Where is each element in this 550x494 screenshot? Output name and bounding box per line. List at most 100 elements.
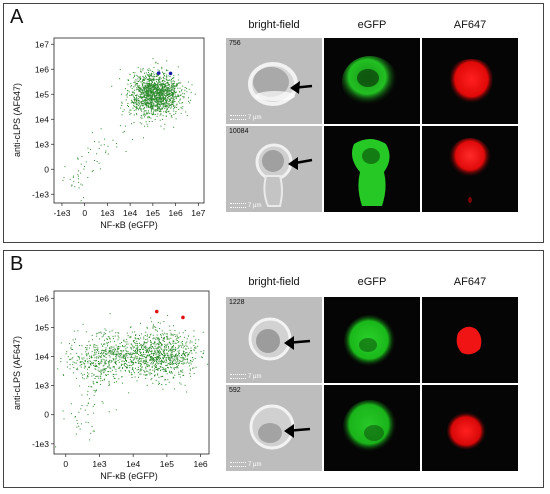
data-point (133, 103, 135, 105)
cell-bright-field-drawing (248, 62, 313, 106)
data-point (152, 78, 154, 80)
data-point (119, 367, 121, 369)
data-point (79, 385, 81, 387)
data-point (177, 347, 179, 349)
data-point (159, 97, 160, 99)
data-point (147, 83, 148, 85)
data-point (128, 106, 129, 107)
data-point (98, 162, 100, 164)
data-point (173, 101, 175, 103)
column-header-bright-field: bright-field (248, 276, 300, 288)
data-point (102, 369, 104, 371)
data-point (195, 347, 197, 349)
data-point (129, 356, 131, 358)
data-point (150, 69, 152, 71)
data-point (139, 365, 141, 367)
data-point (154, 365, 156, 367)
data-point (146, 107, 148, 109)
data-point (96, 356, 98, 358)
data-point (141, 90, 143, 92)
bright-field-image-1228: 1228 7 µm (226, 297, 322, 383)
data-point (170, 105, 172, 107)
data-point (113, 354, 115, 356)
data-point (144, 348, 146, 350)
data-point (146, 349, 148, 351)
data-point (162, 367, 164, 369)
data-point (147, 90, 149, 92)
data-point (153, 354, 155, 356)
data-point (110, 346, 112, 348)
data-point (126, 346, 128, 348)
data-point (100, 371, 102, 373)
data-point (148, 70, 150, 71)
data-point (150, 105, 152, 107)
data-point (166, 106, 168, 108)
data-point (146, 96, 148, 98)
data-point (63, 177, 65, 179)
data-point (150, 357, 152, 359)
data-point (129, 114, 131, 116)
data-point (158, 111, 160, 112)
data-point (167, 87, 169, 89)
data-point (160, 345, 162, 347)
data-point (161, 98, 163, 100)
data-point (162, 97, 164, 99)
data-point (165, 333, 167, 335)
data-point (104, 369, 106, 371)
data-point (138, 88, 140, 90)
data-point (111, 351, 113, 353)
data-point (124, 365, 126, 367)
data-point (111, 346, 113, 348)
data-point (126, 366, 128, 368)
data-point (175, 118, 177, 120)
data-point (149, 85, 151, 87)
data-point (184, 354, 185, 356)
data-point (86, 358, 88, 360)
data-point (93, 383, 95, 385)
data-point (166, 349, 168, 351)
data-point (78, 357, 80, 358)
data-point (162, 76, 164, 78)
data-point (147, 88, 149, 90)
data-point (140, 360, 142, 362)
data-point (84, 360, 86, 362)
data-point (164, 86, 166, 88)
data-point (157, 348, 159, 350)
data-point (156, 350, 158, 352)
data-point (171, 86, 173, 88)
af647-image-1228 (422, 297, 518, 383)
data-point (164, 72, 166, 74)
data-point (145, 92, 147, 94)
data-point (142, 86, 144, 88)
data-point (160, 361, 162, 363)
data-point (161, 361, 163, 363)
data-point (159, 354, 161, 356)
data-point (150, 340, 151, 342)
data-point (139, 122, 141, 124)
data-point (109, 349, 111, 351)
data-point (157, 107, 159, 108)
data-point (175, 367, 177, 369)
data-point (173, 85, 175, 87)
data-point (158, 97, 160, 99)
data-point (129, 367, 131, 369)
data-point (169, 363, 171, 365)
data-point (138, 98, 140, 100)
data-point (139, 90, 141, 92)
data-point (129, 109, 131, 111)
data-point (126, 341, 128, 343)
data-point (136, 94, 138, 96)
data-point (155, 97, 157, 99)
data-point (174, 93, 176, 95)
data-point (156, 97, 158, 99)
data-point (93, 394, 95, 396)
data-point (105, 374, 107, 376)
data-point (156, 86, 158, 88)
data-point (163, 353, 165, 354)
data-point (136, 353, 138, 354)
data-point (159, 110, 161, 112)
data-point (129, 352, 131, 354)
data-point (153, 324, 154, 326)
data-point (146, 326, 148, 328)
data-point (150, 333, 152, 335)
